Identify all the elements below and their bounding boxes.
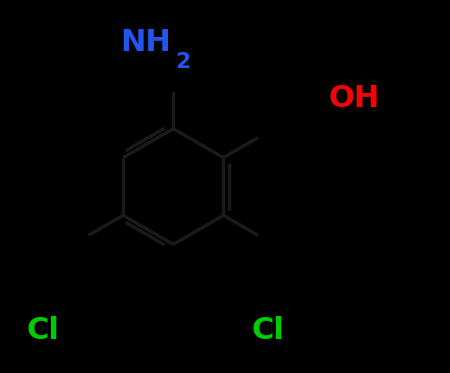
Text: OH: OH — [328, 84, 380, 113]
Text: Cl: Cl — [251, 316, 284, 345]
Text: Cl: Cl — [26, 316, 59, 345]
Text: NH: NH — [120, 28, 171, 57]
Text: 2: 2 — [176, 52, 191, 72]
